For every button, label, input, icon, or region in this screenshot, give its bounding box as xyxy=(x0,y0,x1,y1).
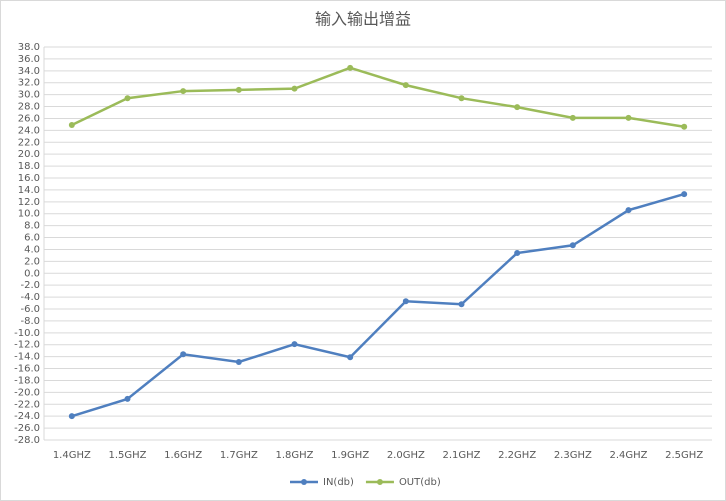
x-tick-label: 1.9GHZ xyxy=(331,450,369,461)
data-point xyxy=(235,86,242,93)
legend-label: OUT(db) xyxy=(399,477,441,488)
y-tick-label: 32.0 xyxy=(18,78,40,89)
series-line xyxy=(71,192,685,418)
y-tick-label: -18.0 xyxy=(14,375,40,386)
data-point xyxy=(569,114,576,121)
x-tick-label: 2.0GHZ xyxy=(387,450,425,461)
x-tick-label: 2.2GHZ xyxy=(498,450,536,461)
x-tick-label: 1.5GHZ xyxy=(108,450,146,461)
y-tick-label: 24.0 xyxy=(18,125,40,136)
x-tick-label: 1.7GHZ xyxy=(220,450,258,461)
y-tick-label: -6.0 xyxy=(20,304,40,315)
y-tick-label: -10.0 xyxy=(14,328,40,339)
y-tick-label: -14.0 xyxy=(14,352,40,363)
series-line xyxy=(71,66,685,129)
y-tick-label: -4.0 xyxy=(20,292,40,303)
y-tick-label: -28.0 xyxy=(14,435,40,446)
y-tick-label: 8.0 xyxy=(24,221,40,232)
y-tick-label: -24.0 xyxy=(14,411,40,422)
legend-label: IN(db) xyxy=(323,477,354,488)
y-tick-label: -8.0 xyxy=(20,316,40,327)
y-tick-label: 12.0 xyxy=(18,197,40,208)
data-point xyxy=(68,413,75,420)
x-tick-label: 1.8GHZ xyxy=(275,450,313,461)
data-point xyxy=(681,123,688,130)
y-tick-label: 14.0 xyxy=(18,185,40,196)
data-point xyxy=(124,395,131,402)
y-tick-label: 16.0 xyxy=(18,173,40,184)
y-tick-label: 28.0 xyxy=(18,102,40,113)
y-tick-label: 36.0 xyxy=(18,54,40,65)
y-tick-label: 30.0 xyxy=(18,90,40,101)
chart-title: 输入输出增益 xyxy=(315,10,411,29)
data-point xyxy=(180,351,187,358)
y-tick-label: 22.0 xyxy=(18,137,40,148)
legend-marker xyxy=(376,479,383,485)
y-tick-label: -12.0 xyxy=(14,340,40,351)
y-tick-label: 2.0 xyxy=(24,256,40,267)
x-tick-label: 1.4GHZ xyxy=(53,450,91,461)
data-point xyxy=(514,104,521,111)
y-tick-label: -22.0 xyxy=(14,399,40,410)
data-point xyxy=(514,250,521,257)
data-point xyxy=(458,301,465,308)
x-tick-label: 2.1GHZ xyxy=(442,450,480,461)
y-tick-label: 18.0 xyxy=(18,161,40,172)
data-point xyxy=(180,88,187,95)
x-tick-label: 1.6GHZ xyxy=(164,450,202,461)
x-tick-label: 2.3GHZ xyxy=(554,450,592,461)
y-tick-label: 34.0 xyxy=(18,66,40,77)
data-point xyxy=(625,207,632,214)
data-point xyxy=(402,298,409,305)
data-point xyxy=(458,95,465,102)
y-tick-label: 6.0 xyxy=(24,233,40,244)
data-point xyxy=(347,354,354,361)
data-point xyxy=(569,242,576,249)
y-tick-label: -16.0 xyxy=(14,364,40,375)
data-point xyxy=(235,358,242,365)
x-tick-label: 2.5GHZ xyxy=(665,450,703,461)
y-tick-label: 38.0 xyxy=(18,42,40,53)
y-tick-label: -20.0 xyxy=(14,387,40,398)
y-tick-label: 26.0 xyxy=(18,113,40,124)
y-tick-label: -2.0 xyxy=(20,280,40,291)
data-point xyxy=(291,85,298,92)
legend-marker xyxy=(301,479,307,485)
data-point xyxy=(291,341,298,348)
y-tick-label: 10.0 xyxy=(18,209,40,220)
y-tick-label: -26.0 xyxy=(14,423,40,434)
data-point xyxy=(681,191,688,198)
y-tick-label: 20.0 xyxy=(18,149,40,160)
y-tick-label: 4.0 xyxy=(24,244,40,255)
y-tick-label: 0.0 xyxy=(24,268,40,279)
data-point xyxy=(625,114,632,121)
data-point xyxy=(402,82,409,89)
data-point xyxy=(124,95,131,102)
data-point xyxy=(68,122,75,129)
x-tick-label: 2.4GHZ xyxy=(609,450,647,461)
data-point xyxy=(347,64,354,71)
